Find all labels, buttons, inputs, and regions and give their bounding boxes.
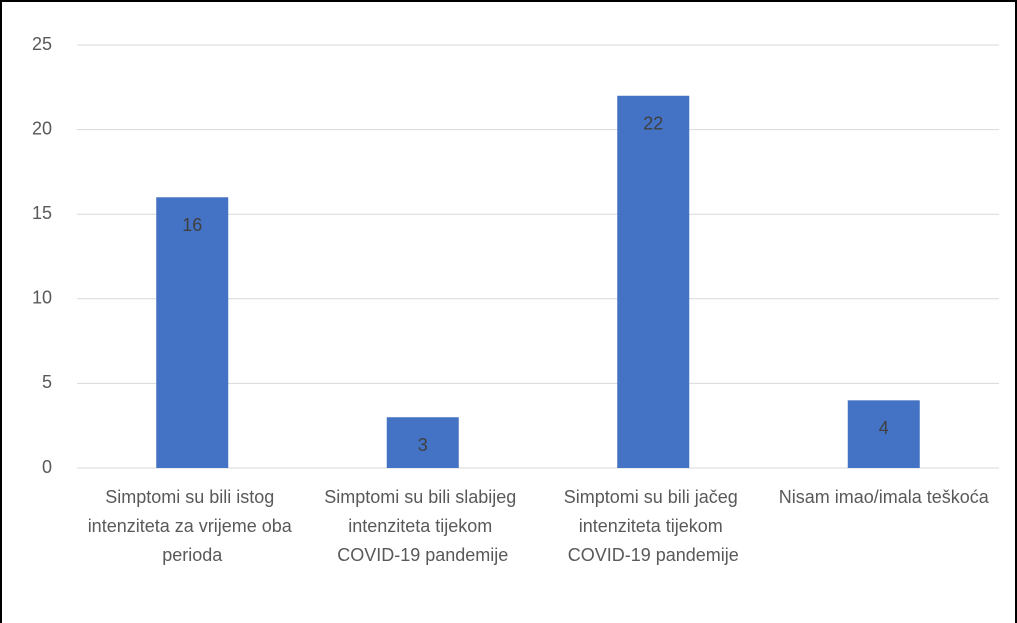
x-tick-label: Simptomi su bili slabijeg intenziteta ti… [324, 487, 521, 565]
y-tick-label: 20 [32, 118, 52, 138]
x-tick-label: Simptomi su bili jačeg intenziteta tijek… [564, 487, 743, 565]
x-tick-label-line: Simptomi su bili slabijeg [324, 487, 521, 507]
x-tick-label-line: intenziteta tijekom [348, 516, 497, 536]
y-tick-label: 0 [42, 457, 52, 477]
x-tick-label-line: Nisam imao/imala teškoća [779, 487, 990, 507]
data-label: 22 [643, 114, 663, 134]
data-label: 4 [879, 418, 889, 438]
y-tick-label: 25 [32, 34, 52, 54]
y-tick-label: 5 [42, 372, 52, 392]
x-tick-label: Nisam imao/imala teškoća [779, 487, 990, 507]
bar [847, 400, 920, 468]
x-tick-label-line: Simptomi su bili istog [105, 487, 279, 507]
x-tick-label-line: Simptomi su bili jačeg [564, 487, 743, 507]
bar [156, 197, 229, 468]
y-tick-label: 10 [32, 288, 52, 308]
data-label: 3 [418, 435, 428, 455]
x-tick-label-line: intenziteta za vrijeme oba [88, 516, 297, 536]
y-tick-label: 15 [32, 203, 52, 223]
x-tick-label: Simptomi su bili istog intenziteta za vr… [88, 487, 297, 565]
bar [617, 95, 690, 468]
data-label: 16 [182, 215, 202, 235]
x-tick-label-line: perioda [162, 545, 223, 565]
bar [386, 417, 459, 468]
x-tick-label-line: intenziteta tijekom [579, 516, 728, 536]
x-tick-label-line: COVID-19 pandemije [337, 545, 508, 565]
x-tick-label-line: COVID-19 pandemije [568, 545, 739, 565]
